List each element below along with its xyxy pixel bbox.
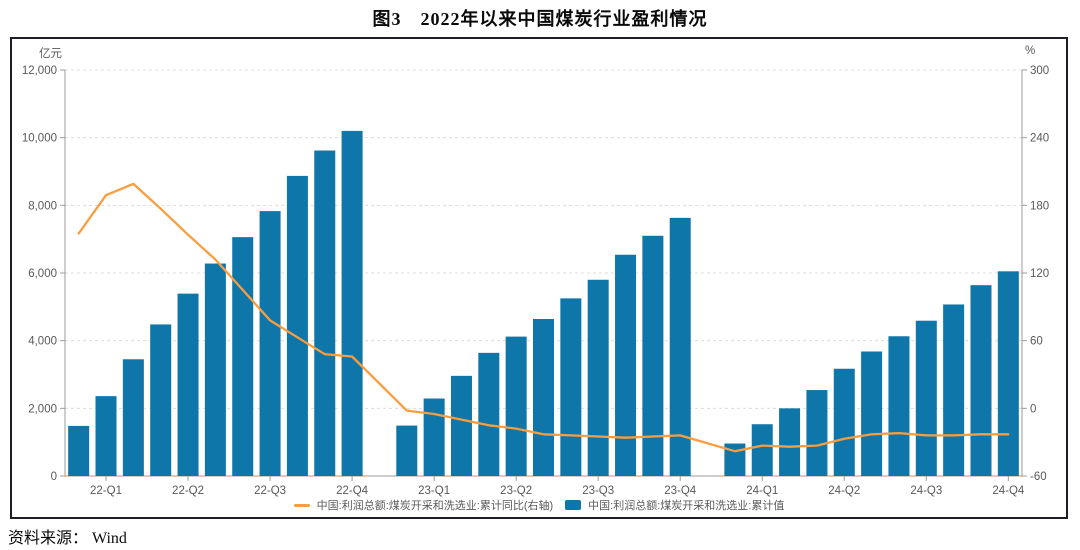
- line-series-legend-label: 中国:利润总额:煤炭开采和洗选业:累计同比(右轴): [316, 500, 554, 512]
- axis-labels: 0 2,000 4,000 6,000 8,000 10,000 12,000 -60 0 60 1…: [22, 65, 1049, 497]
- bar: [560, 298, 582, 476]
- left-axis-tick-label: 2,000: [28, 403, 57, 415]
- bar: [970, 285, 992, 476]
- left-axis-unit-label: 亿元: [39, 48, 62, 60]
- right-axis-tick-label: -60: [1030, 471, 1047, 483]
- bar: [615, 254, 637, 476]
- bar: [806, 390, 828, 476]
- bar: [423, 398, 445, 476]
- bar: [450, 375, 472, 476]
- bar: [642, 235, 664, 476]
- bar: [724, 443, 746, 476]
- bar: [122, 359, 144, 476]
- bar: [314, 150, 336, 477]
- bar: [396, 425, 418, 476]
- bar: [505, 336, 527, 476]
- left-axis-tick-label: 8,000: [28, 200, 57, 212]
- left-axis-tick-label: 10,000: [22, 133, 57, 145]
- x-axis-tick-label: 22-Q1: [90, 485, 122, 497]
- right-axis-tick-label: 300: [1030, 65, 1049, 77]
- legend-item-cumulative-bar[interactable]: 中国:利润总额:煤炭开采和洗选业:累计值: [565, 497, 784, 513]
- x-axis-tick-label: 22-Q4: [336, 485, 369, 497]
- left-axis-tick-label: 6,000: [28, 268, 57, 280]
- bar: [478, 352, 500, 476]
- right-axis-unit-label: %: [1025, 45, 1036, 57]
- x-axis-tick-label: 24-Q2: [828, 485, 860, 497]
- bar: [286, 175, 308, 477]
- x-axis-tick-label: 23-Q3: [582, 485, 614, 497]
- yoy-line: [77, 182, 1010, 453]
- bar: [888, 336, 910, 476]
- bar: [779, 408, 801, 476]
- right-axis-tick-label: 0: [1030, 403, 1036, 415]
- profit-chart-canvas: 0 2,000 4,000 6,000 8,000 10,000 12,000 -60 0 60 1…: [22, 65, 1049, 497]
- bar: [751, 424, 773, 476]
- bar: [833, 368, 855, 476]
- bar: [861, 351, 883, 476]
- source-note: 资料来源： Wind: [8, 530, 127, 547]
- x-axis-tick-label: 22-Q2: [172, 485, 204, 497]
- x-axis-tick-label: 23-Q2: [500, 485, 532, 497]
- bar: [204, 263, 226, 476]
- line-series-swatch: [293, 503, 310, 507]
- bar-series-swatch: [565, 500, 582, 510]
- x-axis-tick-label: 24-Q1: [746, 485, 778, 497]
- bar: [232, 237, 254, 476]
- figure-title: 图3 2022年以来中国煤炭行业盈利情况: [372, 9, 708, 29]
- x-axis-tick-label: 23-Q1: [418, 485, 450, 497]
- bar: [259, 211, 281, 476]
- bar-series: [68, 130, 1019, 477]
- right-axis-tick-label: 60: [1030, 336, 1043, 348]
- chart-legend: 中国:利润总额:煤炭开采和洗选业:累计同比(右轴) 中国:利润总额:煤炭开采和洗…: [12, 497, 1066, 513]
- left-axis-tick-label: 4,000: [28, 336, 57, 348]
- bar: [150, 324, 172, 476]
- bar: [943, 304, 965, 476]
- legend-item-yoy-line[interactable]: 中国:利润总额:煤炭开采和洗选业:累计同比(右轴): [293, 497, 554, 513]
- x-axis-tick-label: 22-Q3: [254, 485, 286, 497]
- left-axis-tick-label: 12,000: [22, 65, 57, 77]
- bar: [997, 271, 1019, 476]
- x-axis-tick-label: 24-Q3: [910, 485, 942, 497]
- bar: [177, 293, 199, 476]
- x-axis-tick-label: 23-Q4: [664, 485, 697, 497]
- x-axis-tick-label: 24-Q4: [992, 485, 1025, 497]
- right-axis-tick-label: 120: [1030, 268, 1049, 280]
- right-axis-tick-label: 180: [1030, 200, 1049, 212]
- bar: [68, 425, 90, 476]
- bar: [587, 279, 609, 476]
- right-axis-tick-label: 240: [1030, 133, 1049, 145]
- bar: [341, 130, 363, 476]
- chart-frame: 亿元 % 0 2,000 4,000 6,000 8,000 10,000 12,000 -6…: [10, 37, 1068, 519]
- bar: [915, 320, 937, 476]
- left-axis-tick-label: 0: [51, 471, 57, 483]
- bar: [533, 319, 554, 476]
- bar: [669, 217, 691, 476]
- bar: [95, 396, 117, 476]
- bar-series-legend-label: 中国:利润总额:煤炭开采和洗选业:累计值: [588, 500, 785, 512]
